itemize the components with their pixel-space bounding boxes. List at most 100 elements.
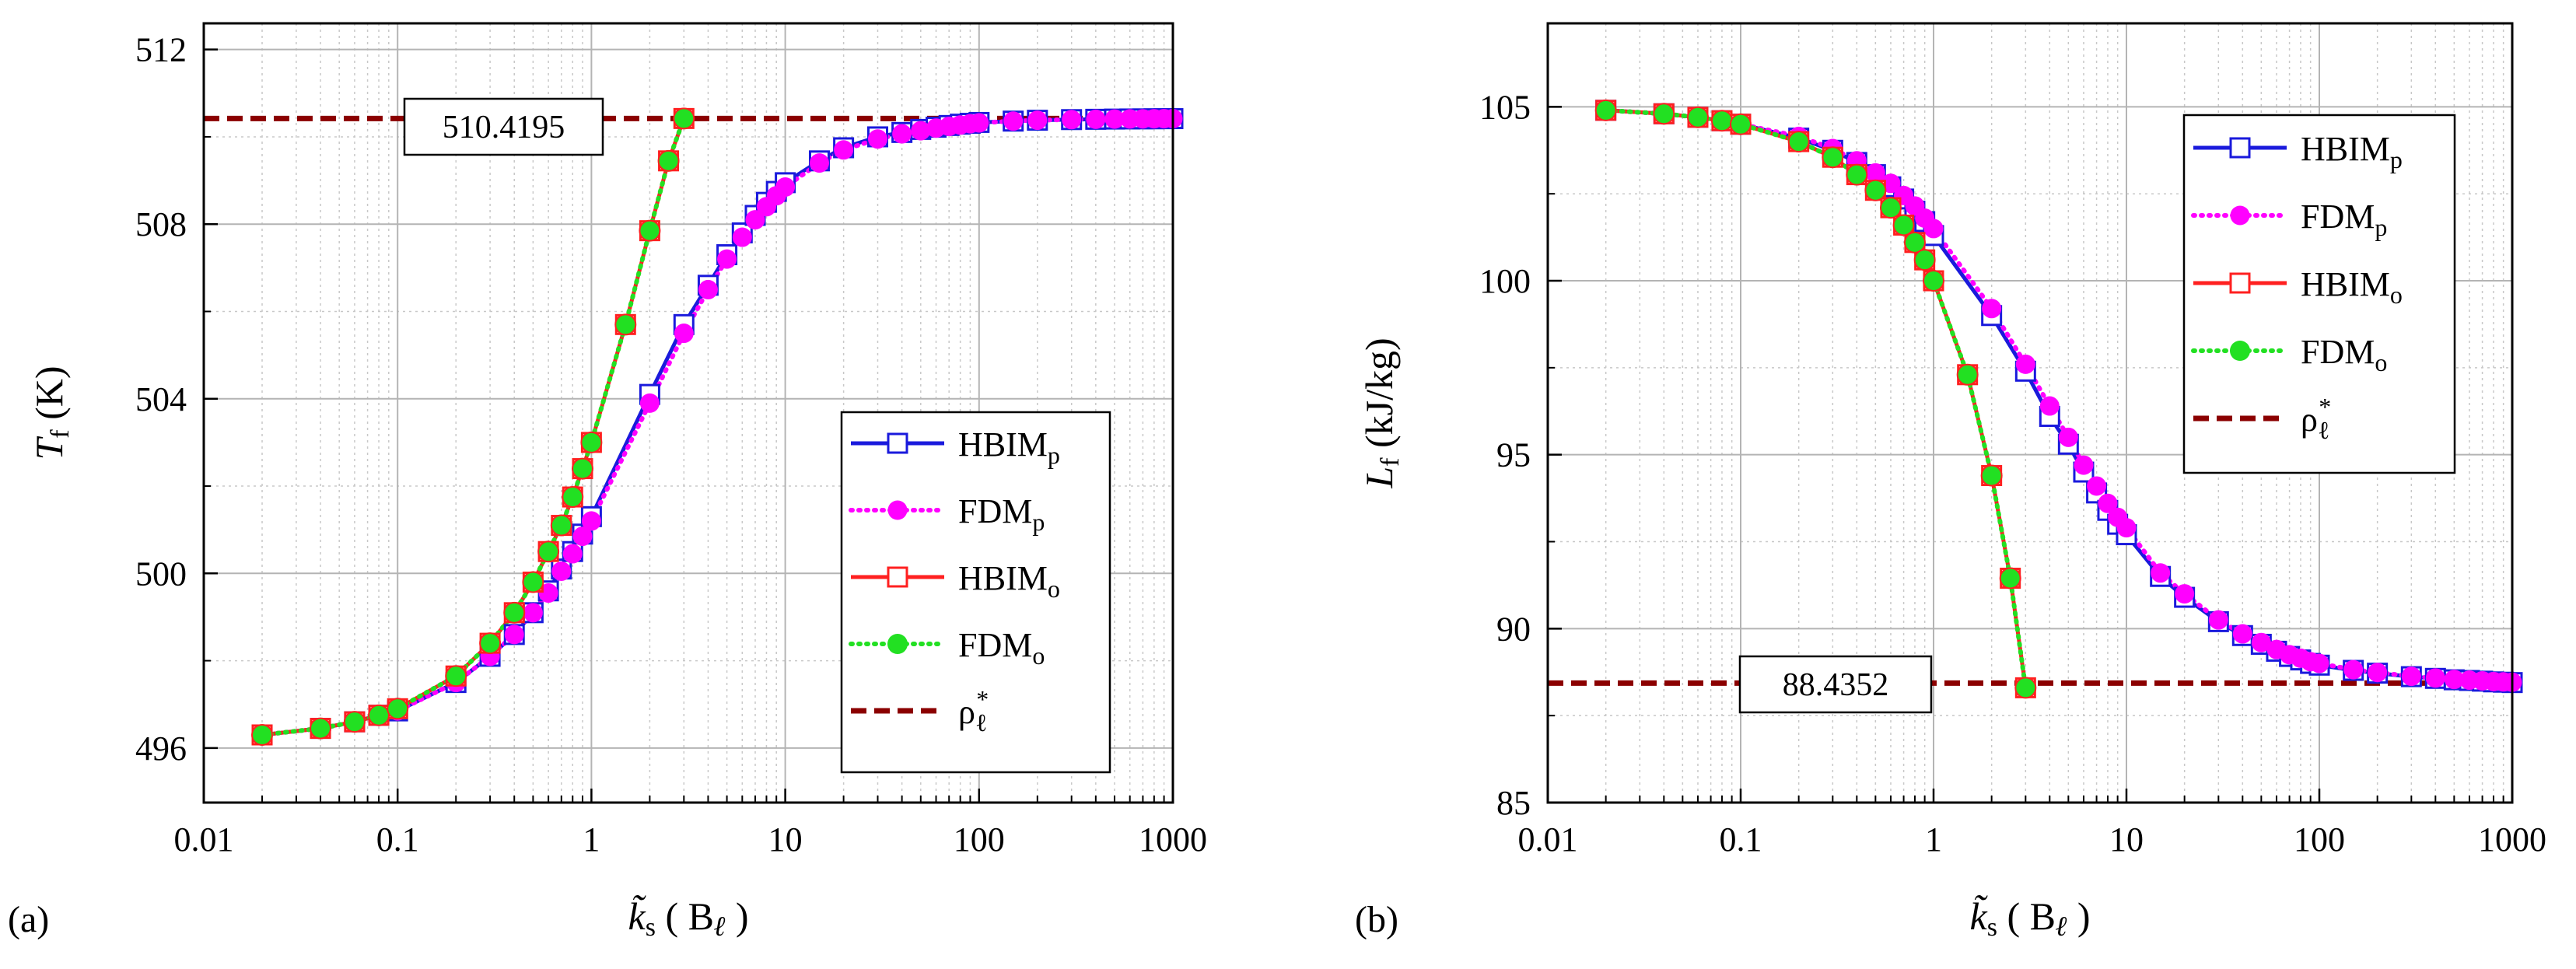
series-line-FDM_o	[1603, 107, 2028, 691]
legend-marker	[887, 634, 908, 654]
data-point-FDM_p	[551, 561, 572, 581]
data-point-FDM_p	[1104, 109, 1125, 129]
data-point-FDM_p	[2401, 666, 2421, 687]
data-point-FDM_o	[310, 717, 332, 740]
data-point-FDM_p	[2058, 427, 2078, 447]
legend-marker	[887, 500, 908, 520]
legend-label: FDMp	[2301, 198, 2387, 241]
series-line-HBIM_o	[261, 117, 686, 737]
x-tick-label: 0.01	[174, 820, 234, 859]
data-point-FDM_o	[1892, 214, 1915, 236]
data-point-FDM_o	[562, 486, 584, 509]
legend-label: FDMo	[958, 626, 1045, 670]
reference-label-box	[403, 97, 604, 156]
data-point-FDM_p	[572, 526, 593, 547]
legend-label: FDMo	[2301, 333, 2387, 376]
data-point-FDM_o	[1710, 110, 1733, 132]
x-tick-label: 1000	[2478, 820, 2546, 859]
x-tick-label: 100	[2294, 820, 2345, 859]
x-tick-label: 10	[2109, 820, 2144, 859]
data-point-FDM_p	[639, 393, 660, 413]
data-point-FDM_p	[745, 210, 765, 230]
legend-label: HBIMp	[958, 425, 1060, 469]
data-point-FDM_o	[673, 107, 695, 130]
data-point-FDM_p	[504, 624, 524, 645]
legend-label: ρℓ*	[958, 685, 989, 736]
chart-panel-a: 510.4195 0.01 0.1 1 10 100 1000 496 500 504 508 512…	[8, 22, 1207, 942]
data-point-FDM_o	[1787, 131, 1810, 153]
data-point-FDM_o	[1864, 179, 1887, 201]
legend-marker	[887, 566, 908, 588]
data-point-FDM_o	[1999, 567, 2021, 589]
data-point-FDM_o	[1913, 249, 1936, 271]
chart-panel-b: 88.4352 0.01 0.1 1 10 100 1000 85 90 95 100 105 Lf (…	[1355, 22, 2546, 942]
data-point-FDM_p	[2074, 455, 2094, 475]
data-point-FDM_o	[614, 313, 637, 336]
data-point-FDM_p	[867, 129, 887, 149]
data-point-FDM_p	[1865, 163, 1885, 183]
panel-label: (b)	[1355, 899, 1398, 940]
data-point-FDM_p	[1003, 111, 1024, 131]
legend-label: HBIMp	[2301, 130, 2403, 173]
y-tick-label: 100	[1479, 262, 1531, 300]
data-point-FDM_p	[834, 140, 854, 160]
legend-label: FDMp	[958, 492, 1045, 536]
plot-frame	[202, 22, 1174, 804]
data-point-FDM_p	[2309, 653, 2329, 673]
data-point-FDM_p	[2208, 610, 2228, 630]
legend-label: ρℓ*	[2301, 393, 2331, 444]
series-line-HBIM_o	[1605, 108, 2028, 688]
data-point-FDM_o	[479, 632, 502, 655]
data-point-FDM_o	[1846, 163, 1868, 186]
data-point-FDM_o	[1686, 106, 1709, 128]
data-point-FDM_o	[1980, 464, 2003, 487]
legend-marker	[2229, 137, 2251, 159]
data-point-FDM_p	[1062, 110, 1082, 130]
data-point-FDM_o	[387, 698, 409, 720]
data-point-FDM_o	[580, 431, 603, 453]
data-point-FDM_o	[639, 219, 661, 242]
data-point-FDM_p	[2116, 518, 2137, 538]
legend-label: HBIMo	[2301, 265, 2403, 309]
y-tick-label: 496	[135, 729, 187, 768]
data-point-FDM_p	[892, 124, 912, 144]
data-point-FDM_p	[2425, 668, 2445, 688]
data-point-FDM_p	[523, 603, 543, 623]
legend-marker	[887, 432, 908, 454]
data-point-FDM_p	[1923, 219, 1944, 239]
data-point-FDM_o	[1822, 146, 1844, 169]
y-axis-label: Lf (kJ/kg)	[1357, 338, 1405, 488]
data-point-FDM_o	[571, 457, 593, 480]
data-point-FDM_o	[537, 540, 560, 563]
y-tick-label: 105	[1479, 88, 1531, 126]
data-point-FDM_p	[1027, 110, 1048, 131]
data-point-FDM_o	[657, 149, 680, 172]
data-point-FDM_p	[2251, 632, 2271, 652]
legend-marker	[2229, 272, 2251, 294]
legend-label: HBIMo	[958, 559, 1060, 603]
x-tick-label: 0.1	[376, 820, 419, 859]
series-line-FDM_o	[260, 116, 687, 737]
data-point-FDM_o	[550, 514, 572, 537]
data-point-FDM_p	[2039, 396, 2060, 416]
data-point-FDM_o	[522, 571, 544, 593]
legend-box	[2182, 114, 2456, 474]
plot-frame	[1546, 22, 2514, 804]
y-tick-label: 512	[135, 31, 187, 69]
y-axis-label: Tf (K)	[27, 366, 75, 460]
data-point-FDM_p	[732, 227, 752, 247]
y-tick-label: 85	[1496, 784, 1531, 822]
data-point-FDM_o	[1956, 363, 1979, 386]
data-point-FDM_p	[2444, 670, 2464, 690]
data-point-FDM_p	[2232, 624, 2252, 644]
data-point-FDM_p	[2087, 476, 2107, 496]
data-point-FDM_o	[343, 711, 366, 733]
y-tick-label: 90	[1496, 610, 1531, 648]
x-tick-label: 1	[583, 820, 600, 859]
x-axis-label: k̃s ( Bℓ )	[1970, 894, 2091, 942]
data-point-FDM_o	[2014, 677, 2037, 699]
legend-marker	[2230, 205, 2250, 226]
data-point-FDM_o	[1594, 99, 1617, 121]
x-tick-label: 100	[954, 820, 1005, 859]
data-point-FDM_p	[1982, 299, 2002, 319]
